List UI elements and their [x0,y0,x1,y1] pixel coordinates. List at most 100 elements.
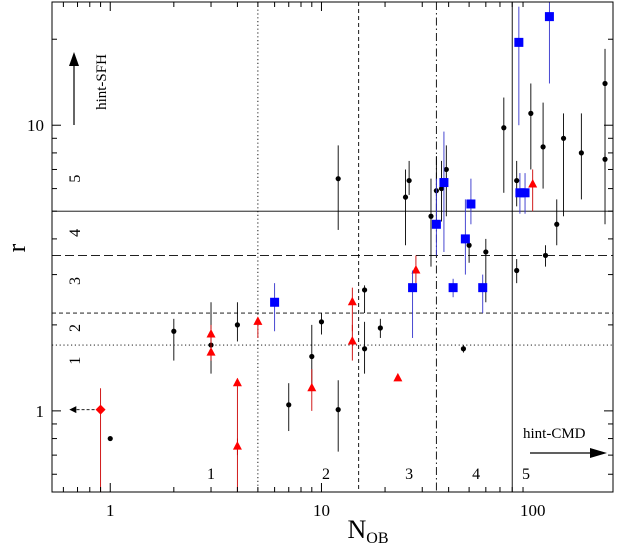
blue-squares-marker [478,283,488,293]
black-dots-marker [501,125,507,131]
blue-squares-marker [515,188,525,198]
black-dots-point-32 [602,152,608,225]
blue-squares-marker [448,283,458,293]
black-dots-marker [318,319,325,325]
black-dots-point-13 [402,169,409,246]
y-class-label-5: 5 [67,175,84,183]
black-dots-point-21 [483,238,489,303]
red-diamond-lower-limit-marker [95,404,106,415]
red-triangles-point-2 [206,345,216,361]
blue-squares-marker [439,178,449,188]
black-dots-marker [361,346,368,352]
black-dots-marker [483,249,489,255]
black-dots-point-28 [554,199,560,246]
x-class-label-4: 4 [472,466,480,483]
hint-sfh-arrow-head [69,52,79,66]
x-tick-label: 10 [313,501,330,520]
black-dots-point-26 [540,102,546,189]
black-dots-point-7 [318,313,325,335]
blue-squares-point-11 [520,173,530,214]
black-dots-point-24 [514,160,520,207]
black-dots-marker [309,353,315,360]
red-triangles-point-7 [347,287,357,332]
black-dots-marker [428,213,434,219]
x-tick-label: 1 [106,501,115,520]
x-tick-label: 100 [520,501,546,520]
x-class-label-3: 3 [405,466,413,483]
black-dots-marker [438,185,445,192]
black-dots-marker [286,402,292,408]
blue-squares-point-12 [544,2,554,84]
black-dots-marker [460,346,467,352]
blue-squares-marker [466,199,476,209]
x-axis-title-main: N [347,515,366,544]
blue-squares-point-9 [514,6,524,126]
black-dots-point-5 [286,383,292,432]
x-class-label-1: 1 [207,466,215,483]
black-dots-point-30 [578,113,584,200]
black-dots-point-17 [438,160,445,222]
black-dots-marker [466,242,472,248]
blue-squares-marker [431,219,441,229]
black-dots-point-4 [234,302,241,342]
black-dots-point-29 [560,113,567,217]
black-dots-marker [514,177,520,184]
blue-squares-point-8 [478,274,488,314]
black-dots-marker [406,177,412,184]
blue-squares-point-4 [439,131,449,252]
black-dots-point-12 [377,318,383,338]
blue-squares-point-5 [448,278,458,298]
red-triangles-point-9 [393,372,403,382]
y-tick-label: 10 [27,116,44,135]
red-triangles-marker [393,372,403,382]
blue-squares-point-3 [431,178,441,256]
blue-squares-marker [408,283,418,293]
red-triangles-marker [232,441,242,450]
hint-sfh-annotation: hint-SFH [69,52,110,125]
black-dots-point-19 [460,345,467,353]
red-triangles-point-10 [411,255,421,284]
black-dots-marker [514,267,520,274]
black-dots-point-1 [107,435,113,442]
black-dots-marker [560,135,567,141]
blue-squares-point-10 [515,173,525,214]
black-dots-marker [578,150,584,156]
red-triangles-marker [528,179,538,188]
red-triangles-marker [232,377,242,387]
black-dots-marker [377,325,383,331]
hint-cmd-annotation: hint-CMD [523,426,607,458]
black-dots-marker [107,435,113,442]
red-diamond-lower-limit-limit-arrow-head [69,406,77,414]
black-dots-marker [402,194,409,200]
blue-squares-marker [544,12,554,22]
y-axis-title: r [2,243,31,252]
plot-frame [51,1,614,493]
black-dots-point-2 [171,318,177,361]
black-dots-point-15 [428,178,434,267]
blue-squares-marker [514,37,524,47]
black-dots-marker [602,156,608,162]
blue-squares-marker [520,188,530,198]
black-dots-marker [335,176,341,182]
black-dots-marker [602,80,608,87]
black-dots-marker [361,287,368,293]
red-triangles-point-6 [307,369,317,411]
red-triangles-marker [307,382,317,392]
hint-cmd-arrow-head [590,448,607,458]
red-triangles-point-8 [347,324,357,361]
hint-cmd-text: hint-CMD [523,426,586,442]
blue-squares-point-1 [270,283,280,332]
y-class-label-1: 1 [67,357,84,365]
black-dots-point-9 [335,145,341,230]
black-dots-marker [554,221,560,227]
hint-sfh-text: hint-SFH [94,54,110,110]
blue-squares-marker [460,234,470,244]
red-triangles-point-1 [206,324,216,346]
red-triangles-marker [347,296,357,306]
red-triangles-point-5 [253,316,263,338]
y-class-label-3: 3 [67,277,84,285]
black-dots-marker [234,322,241,328]
black-dots-point-10 [361,321,368,374]
black-dots-point-23 [514,259,520,284]
